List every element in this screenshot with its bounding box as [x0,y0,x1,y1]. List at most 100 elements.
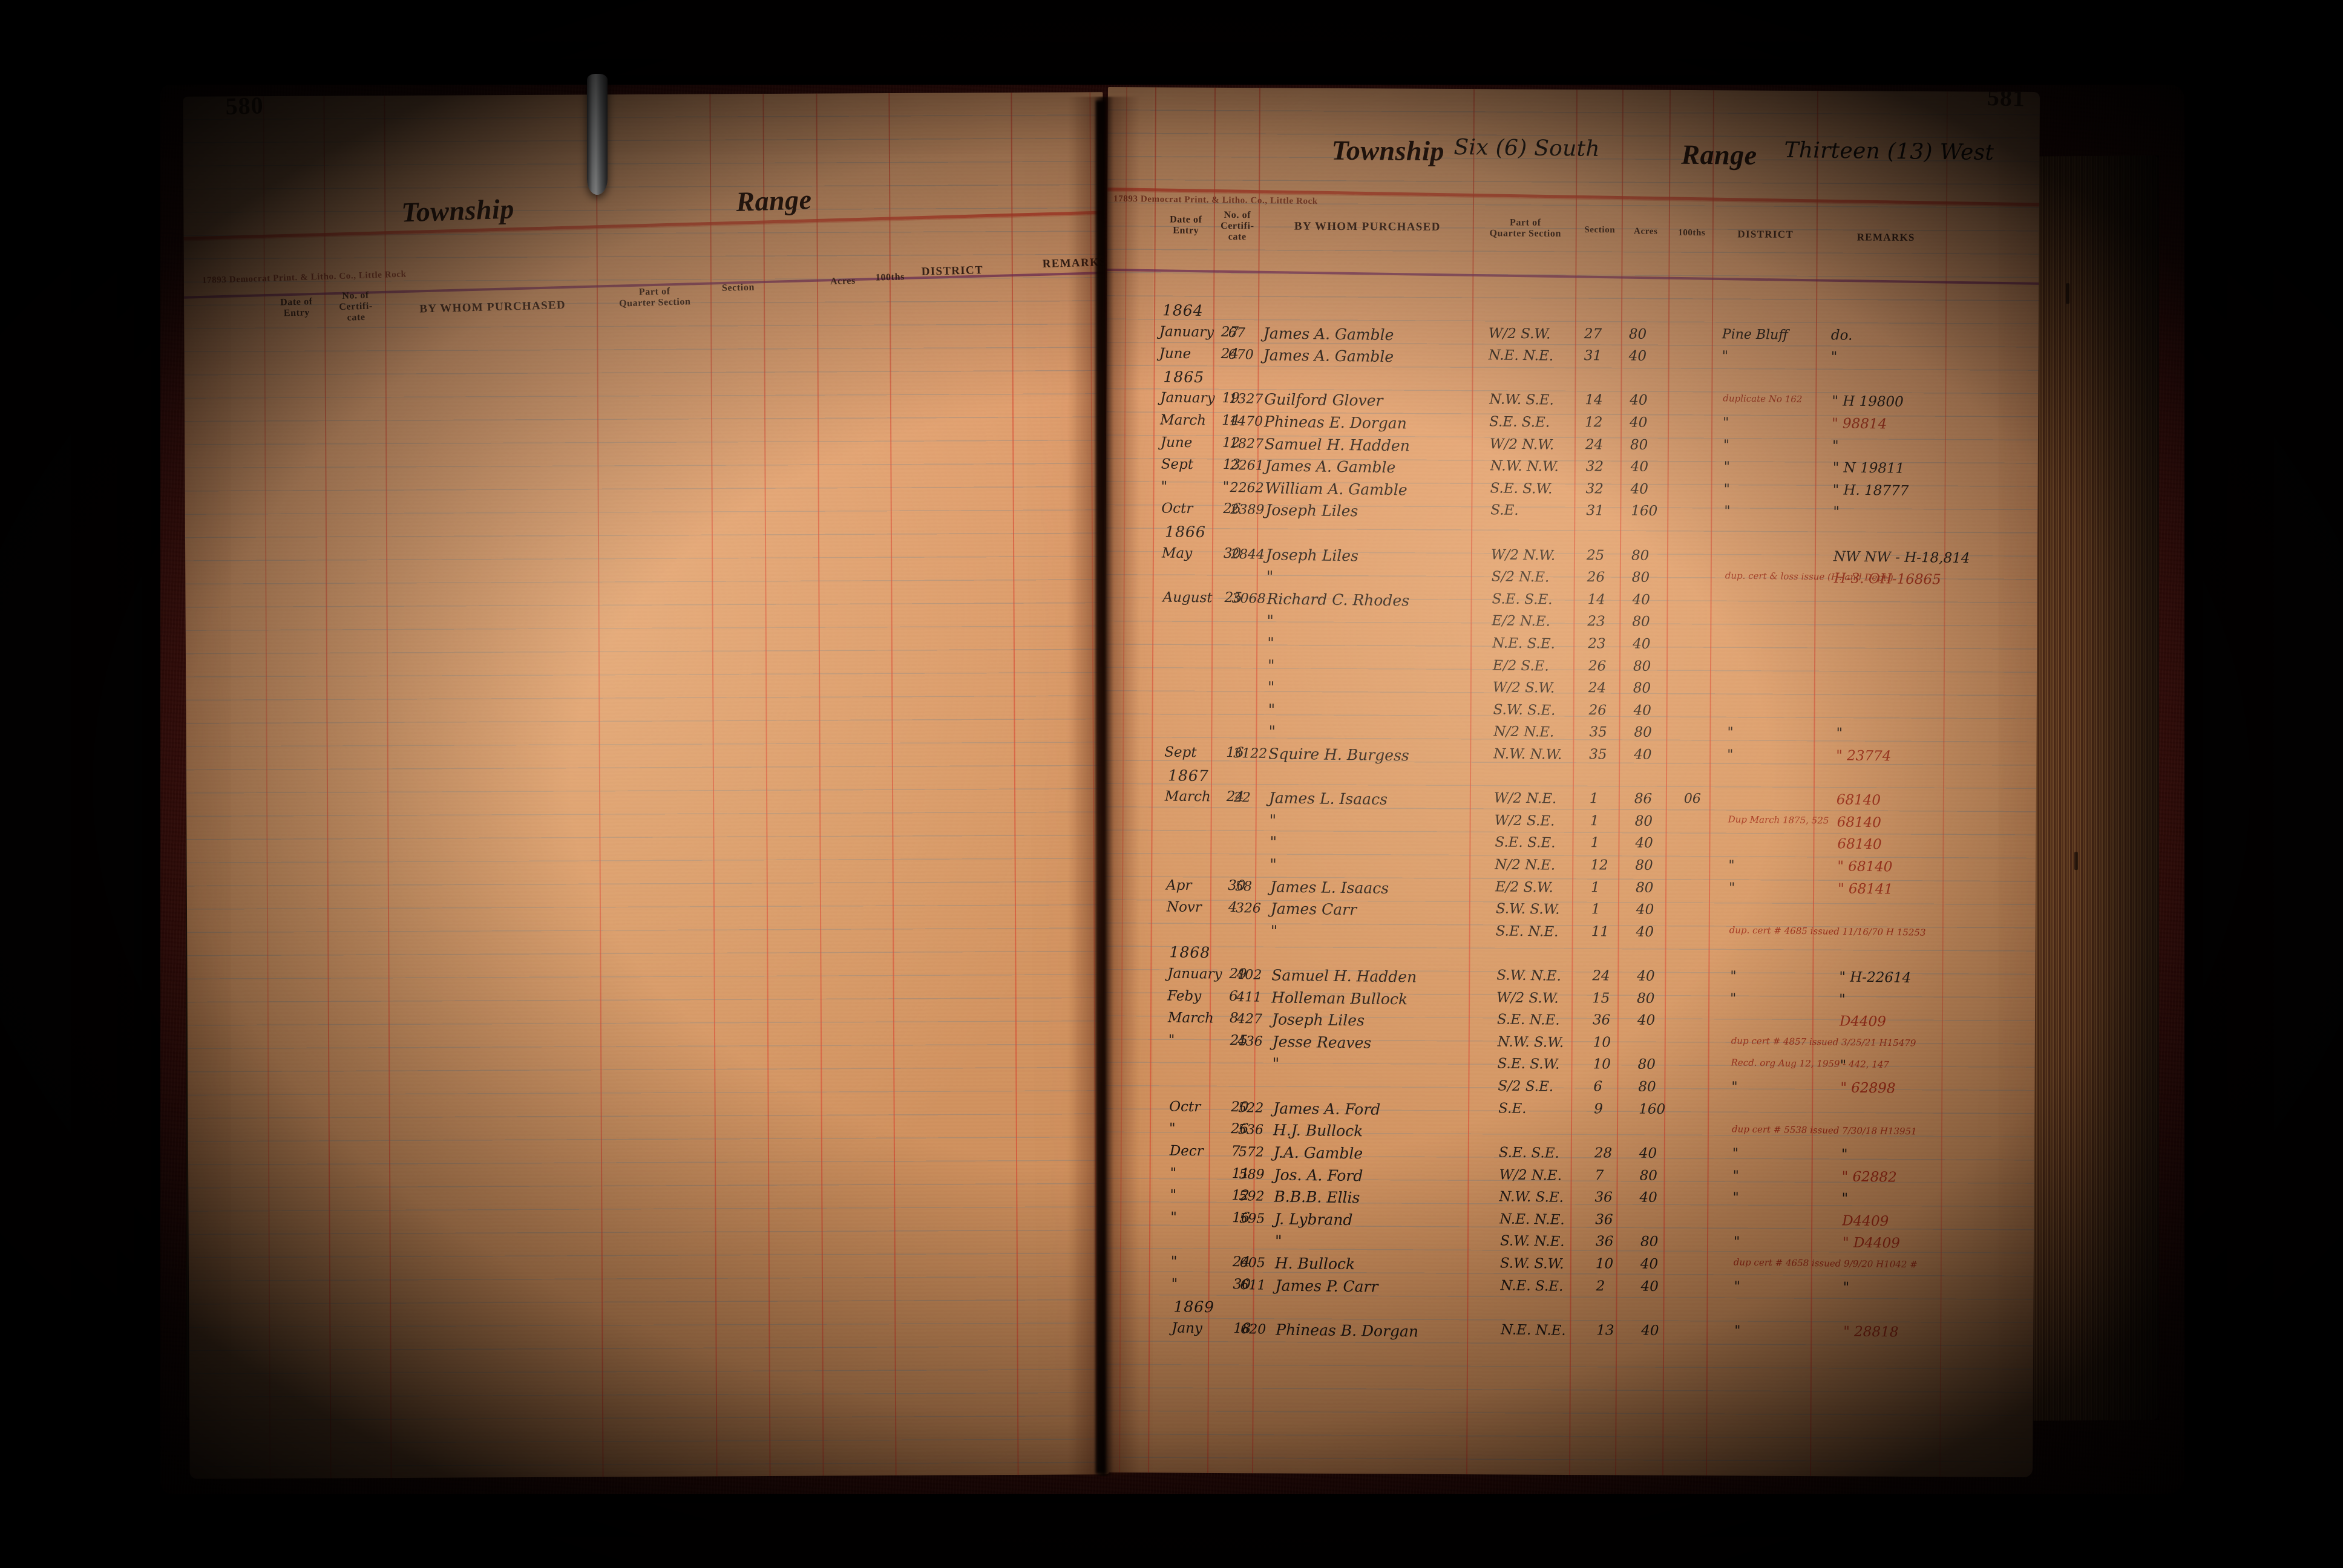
entry-certificate: 67 [1228,325,1245,341]
entry-section: 10 [1593,1056,1611,1073]
entry-quarter-section: E/2 S.W. [1495,879,1554,896]
entry-buyer: " [1268,701,1276,719]
entry-certificate: 605 [1240,1255,1266,1271]
entry-acres: 80 [1639,1168,1657,1184]
book-spine-crease [1096,100,1106,1474]
entry-day: " [1222,479,1230,495]
entry-section: 24 [1588,680,1607,696]
entry-district: " [1729,880,1735,896]
entry-certificate: 1327 [1228,391,1263,408]
entry-quarter-section: S.E. S.W. [1497,1056,1560,1073]
entry-month: Sept [1164,744,1197,761]
year-marker: 1866 [1164,523,1206,541]
entry-quarter-section: N.E. S.E. [1500,1277,1564,1295]
entry-buyer: James A. Gamble [1263,346,1394,366]
entry-remarks: " [1841,1191,1849,1207]
entry-remarks: " [1841,1146,1848,1163]
entry-section: 35 [1588,724,1607,740]
entry-month: " [1169,1120,1176,1137]
entry-section: 1 [1590,835,1600,851]
entry-month: March [1160,412,1207,429]
entry-acres: 40 [1635,835,1653,852]
entry-district: " [1734,1323,1741,1339]
entry-acres: 40 [1636,924,1654,940]
entry-buyer: William A. Gamble [1265,479,1408,499]
entry-remarks: " H. 18777 [1832,482,1909,499]
entry-remarks: " 68140 [1837,858,1893,875]
entry-remarks: " [1832,437,1839,454]
entry-month: " [1171,1253,1178,1270]
entry-acres: 80 [1633,680,1651,697]
entry-section: 24 [1585,436,1604,453]
entry-certificate: 2262 [1230,480,1264,496]
entry-buyer: Samuel H. Hadden [1271,966,1417,986]
right-township-label: Township [1331,134,1445,167]
entry-section: 1 [1590,791,1599,807]
left-colhead-section: Section [721,282,755,293]
entry-quarter-section: W/2 N.E. [1494,790,1557,807]
entry-buyer: " [1270,833,1277,852]
entry-quarter-section: N/2 N.E. [1493,724,1555,741]
entry-buyer: James A. Gamble [1265,457,1396,477]
entry-remarks: " 98814 [1832,416,1887,433]
year-marker: 1867 [1167,766,1209,785]
entry-acres: 80 [1634,813,1653,829]
entry-quarter-section: W/2 S.W. [1488,325,1551,342]
entry-month: " [1171,1276,1178,1292]
entry-acres: 80 [1637,990,1656,1007]
entry-hundredths: 06 [1684,791,1702,807]
entry-buyer: " [1267,634,1274,652]
entry-section: 10 [1595,1256,1614,1272]
entry-certificate: 670 [1228,347,1254,363]
entry-remarks: " [1839,991,1846,1008]
entry-remarks: " [1840,1057,1847,1074]
entry-certificate: 326 [1235,901,1261,916]
entry-acres: 80 [1636,880,1654,896]
entry-acres: 160 [1631,503,1658,520]
entry-buyer: " [1267,678,1275,696]
entry-acres: 40 [1636,901,1654,918]
entry-quarter-section: E/2 S.E. [1492,657,1549,675]
entry-acres: 40 [1630,459,1648,475]
entry-acres: 40 [1639,1189,1658,1206]
entry-certificate: 3068 [1231,590,1266,607]
entry-certificate: 427 [1236,1011,1263,1027]
entry-quarter-section: S.E. S.E. [1489,414,1550,431]
left-colhead-part: Part of Quarter Section [618,286,691,309]
entry-buyer: Holleman Bullock [1271,988,1408,1008]
entry-certificate: 2261 [1230,458,1264,474]
entry-district: " [1728,858,1735,874]
entry-section: 9 [1593,1100,1603,1117]
entry-remarks: " H-22614 [1838,969,1912,986]
entry-acres: 80 [1628,326,1647,342]
entry-buyer: Joseph Liles [1266,545,1359,564]
entry-buyer: James A. Gamble [1263,324,1394,344]
entry-quarter-section: S.E. S.W. [1490,480,1553,497]
entry-remarks: " D4409 [1842,1235,1900,1252]
entry-section: 14 [1587,591,1605,608]
entry-certificate: 2844 [1231,546,1265,563]
entry-remarks: " 62882 [1841,1168,1897,1186]
right-colhead-date: Date of Entry [1170,214,1202,236]
entry-section: 25 [1587,547,1605,564]
entry-remarks: D4409 [1839,1013,1887,1030]
right-range-value: Thirteen (13) West [1784,137,1994,166]
entry-certificate: 620 [1240,1321,1267,1338]
right-colhead-acres: Acres [1634,226,1658,237]
entry-certificate: 611 [1240,1277,1266,1293]
entry-buyer: Jesse Reaves [1272,1033,1372,1052]
entry-district: duplicate No 162 [1722,393,1803,405]
year-marker: 1865 [1163,368,1205,386]
entry-certificate: 411 [1236,989,1262,1005]
entry-buyer: H. Bullock [1274,1254,1355,1273]
entry-remarks: do. [1830,327,1853,344]
entry-month: Decr [1169,1143,1204,1160]
entry-district: " [1726,725,1734,740]
entry-section: 1 [1590,813,1599,829]
entry-quarter-section: S.E. [1490,502,1519,519]
entry-buyer: James Carr [1270,900,1357,919]
entry-section: 1 [1591,879,1601,896]
entry-buyer: " [1268,722,1276,740]
left-township-label: Township [401,193,515,228]
entry-buyer: " [1267,656,1275,675]
